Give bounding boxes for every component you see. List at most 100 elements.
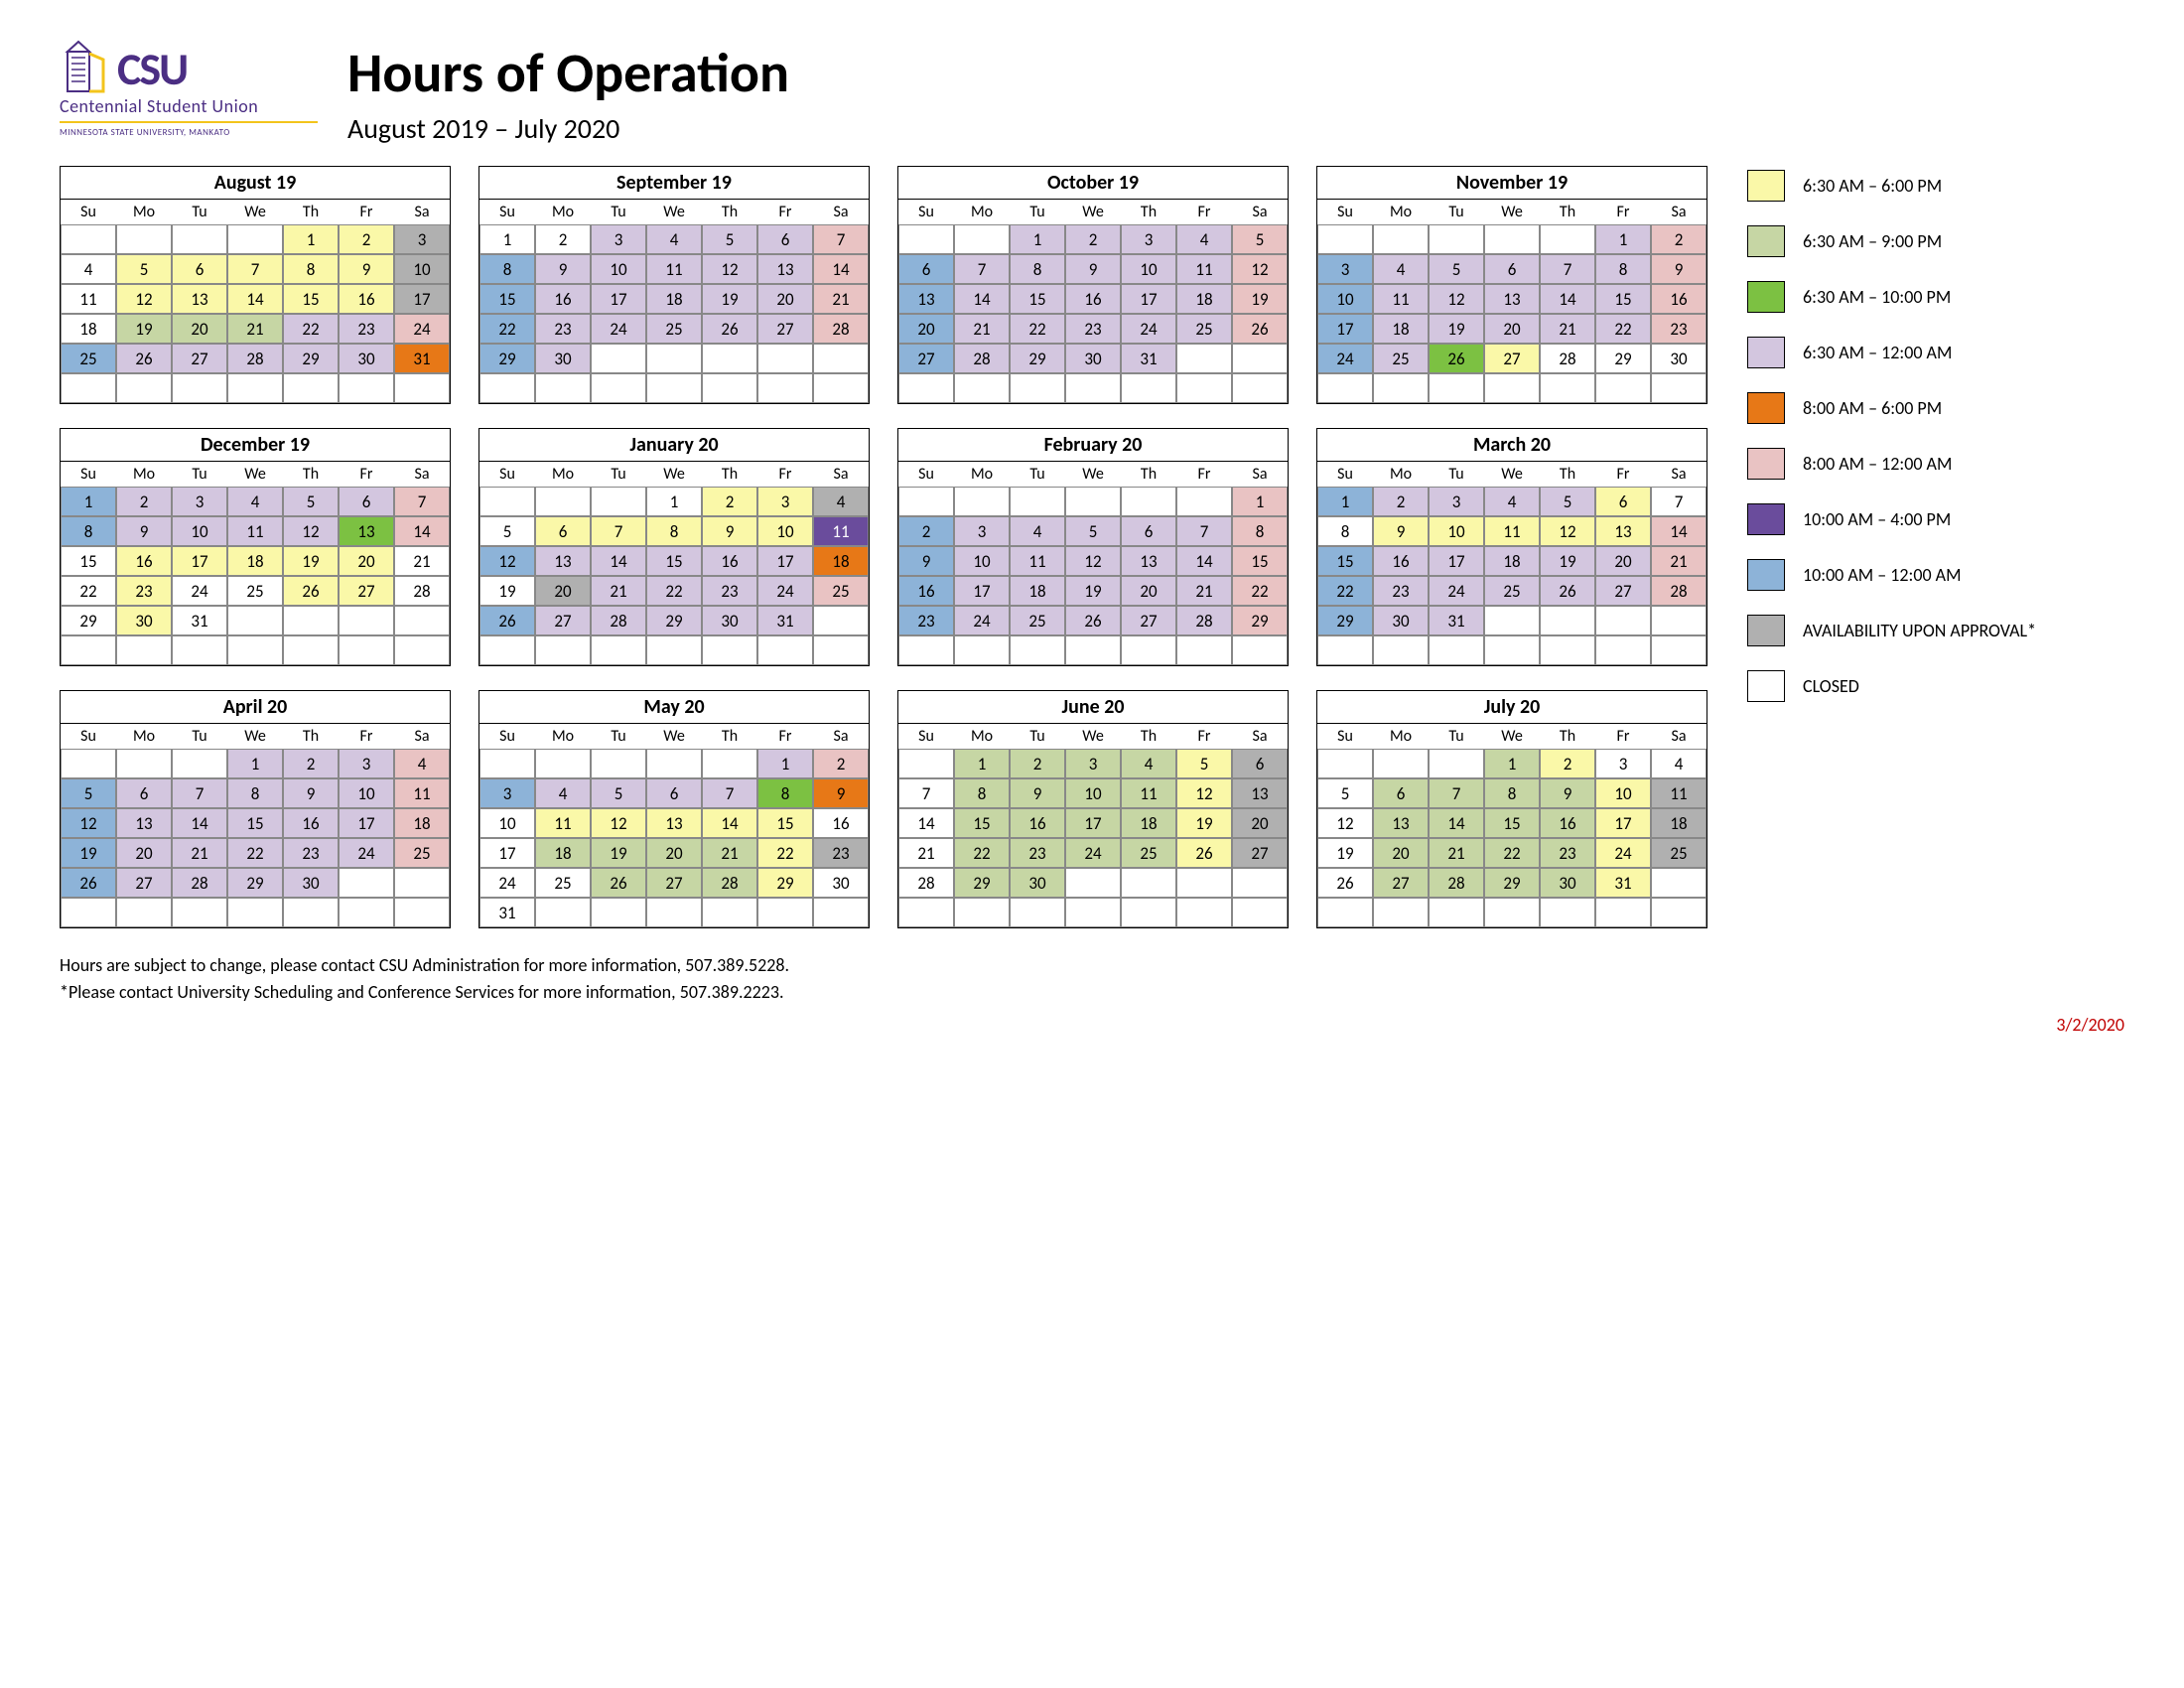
calendar-cell: 27 [1595,576,1651,606]
calendar-cell: 5 [283,487,339,516]
calendar-cell: 29 [1317,606,1373,635]
calendar-cell [1232,868,1288,898]
calendar-cell: 22 [954,838,1010,868]
day-of-week: We [1065,200,1121,224]
day-of-week: Th [1121,462,1176,487]
calendar-cell: 23 [116,576,172,606]
day-of-week: Sa [1651,724,1706,749]
day-of-week: Fr [1176,462,1232,487]
calendar-cell: 3 [591,224,646,254]
calendar-cell [479,487,535,516]
calendar-cell: 4 [646,224,702,254]
calendar-cell: 14 [1540,284,1595,314]
calendar-cell: 26 [61,868,116,898]
calendar-cell: 7 [1429,778,1484,808]
calendar-cell [1010,487,1065,516]
calendar-cell: 4 [394,749,450,778]
calendar-cell: 30 [813,868,869,898]
day-of-week: Fr [757,200,813,224]
calendar-cell [757,344,813,373]
legend-swatch [1747,615,1785,646]
calendar-cell: 6 [646,778,702,808]
calendar-cell: 18 [813,546,869,576]
calendar-cell: 5 [1429,254,1484,284]
calendar-cell: 20 [1232,808,1288,838]
calendar-cell: 13 [116,808,172,838]
calendar-cell: 10 [591,254,646,284]
day-of-week: Su [898,724,954,749]
calendar-cell: 31 [1595,868,1651,898]
calendar-cell [1651,898,1706,927]
calendar-cell: 30 [283,868,339,898]
calendar-cell: 18 [1484,546,1540,576]
calendar-cell: 18 [1176,284,1232,314]
calendar-cell: 20 [1121,576,1176,606]
calendar-cell: 18 [1010,576,1065,606]
calendar-cell: 12 [591,808,646,838]
calendar-cell: 4 [227,487,283,516]
calendar-cell: 18 [227,546,283,576]
calendar-cell: 10 [1595,778,1651,808]
calendar-cell: 15 [227,808,283,838]
calendar-cell: 14 [1651,516,1706,546]
calendar-cell [954,635,1010,665]
calendar-cell: 20 [172,314,227,344]
calendar-cell: 3 [1429,487,1484,516]
month-title: July 20 [1317,691,1706,724]
day-of-week: Fr [339,724,394,749]
calendar-cell [1176,635,1232,665]
calendar-cell: 16 [535,284,591,314]
calendar-cell: 4 [1010,516,1065,546]
calendar-cell [1065,868,1121,898]
calendar-cell: 21 [954,314,1010,344]
day-of-week: Th [283,462,339,487]
calendar-cell [1651,868,1706,898]
month-title: January 20 [479,429,869,462]
calendar-cell [591,487,646,516]
calendar-cell: 2 [1540,749,1595,778]
calendar-cell: 19 [1317,838,1373,868]
calendar-cell [227,898,283,927]
calendar-cell: 21 [898,838,954,868]
calendar-cell: 30 [339,344,394,373]
calendar-cell [172,224,227,254]
calendar-cell: 9 [1540,778,1595,808]
calendar-cell: 21 [591,576,646,606]
calendar-cell: 16 [1010,808,1065,838]
calendar-cell: 9 [898,546,954,576]
month: December 19SuMoTuWeThFrSa123456789101112… [60,428,451,666]
calendar-cell [116,635,172,665]
calendar-cell [1176,898,1232,927]
day-of-week: Sa [1232,724,1288,749]
calendar-cell: 28 [1176,606,1232,635]
calendar-cell: 15 [954,808,1010,838]
calendar-cell [898,898,954,927]
day-of-week: Mo [954,200,1010,224]
calendar-cell: 22 [283,314,339,344]
calendar-cell: 3 [954,516,1010,546]
calendar-cell [535,635,591,665]
legend-swatch [1747,392,1785,424]
calendar-cell [702,898,757,927]
day-of-week: Fr [339,462,394,487]
calendar-cell: 18 [1651,808,1706,838]
day-of-week: Th [702,462,757,487]
calendar-cell: 15 [1595,284,1651,314]
calendar-cell: 10 [1065,778,1121,808]
day-of-week: Tu [172,724,227,749]
calendar-cell: 6 [535,516,591,546]
month: July 20SuMoTuWeThFrSa1234567891011121314… [1316,690,1707,928]
calendar-cell: 8 [479,254,535,284]
calendar-cell: 29 [1010,344,1065,373]
calendar-cell: 4 [813,487,869,516]
calendar-cell [1373,635,1429,665]
calendar-cell: 9 [116,516,172,546]
day-of-week: Sa [394,200,450,224]
day-of-week: We [227,200,283,224]
calendar-cell [1232,635,1288,665]
calendar-cell: 27 [898,344,954,373]
calendar-cell: 17 [394,284,450,314]
calendar-cell: 31 [479,898,535,927]
calendar-cell: 25 [535,868,591,898]
day-of-week: Th [1121,724,1176,749]
